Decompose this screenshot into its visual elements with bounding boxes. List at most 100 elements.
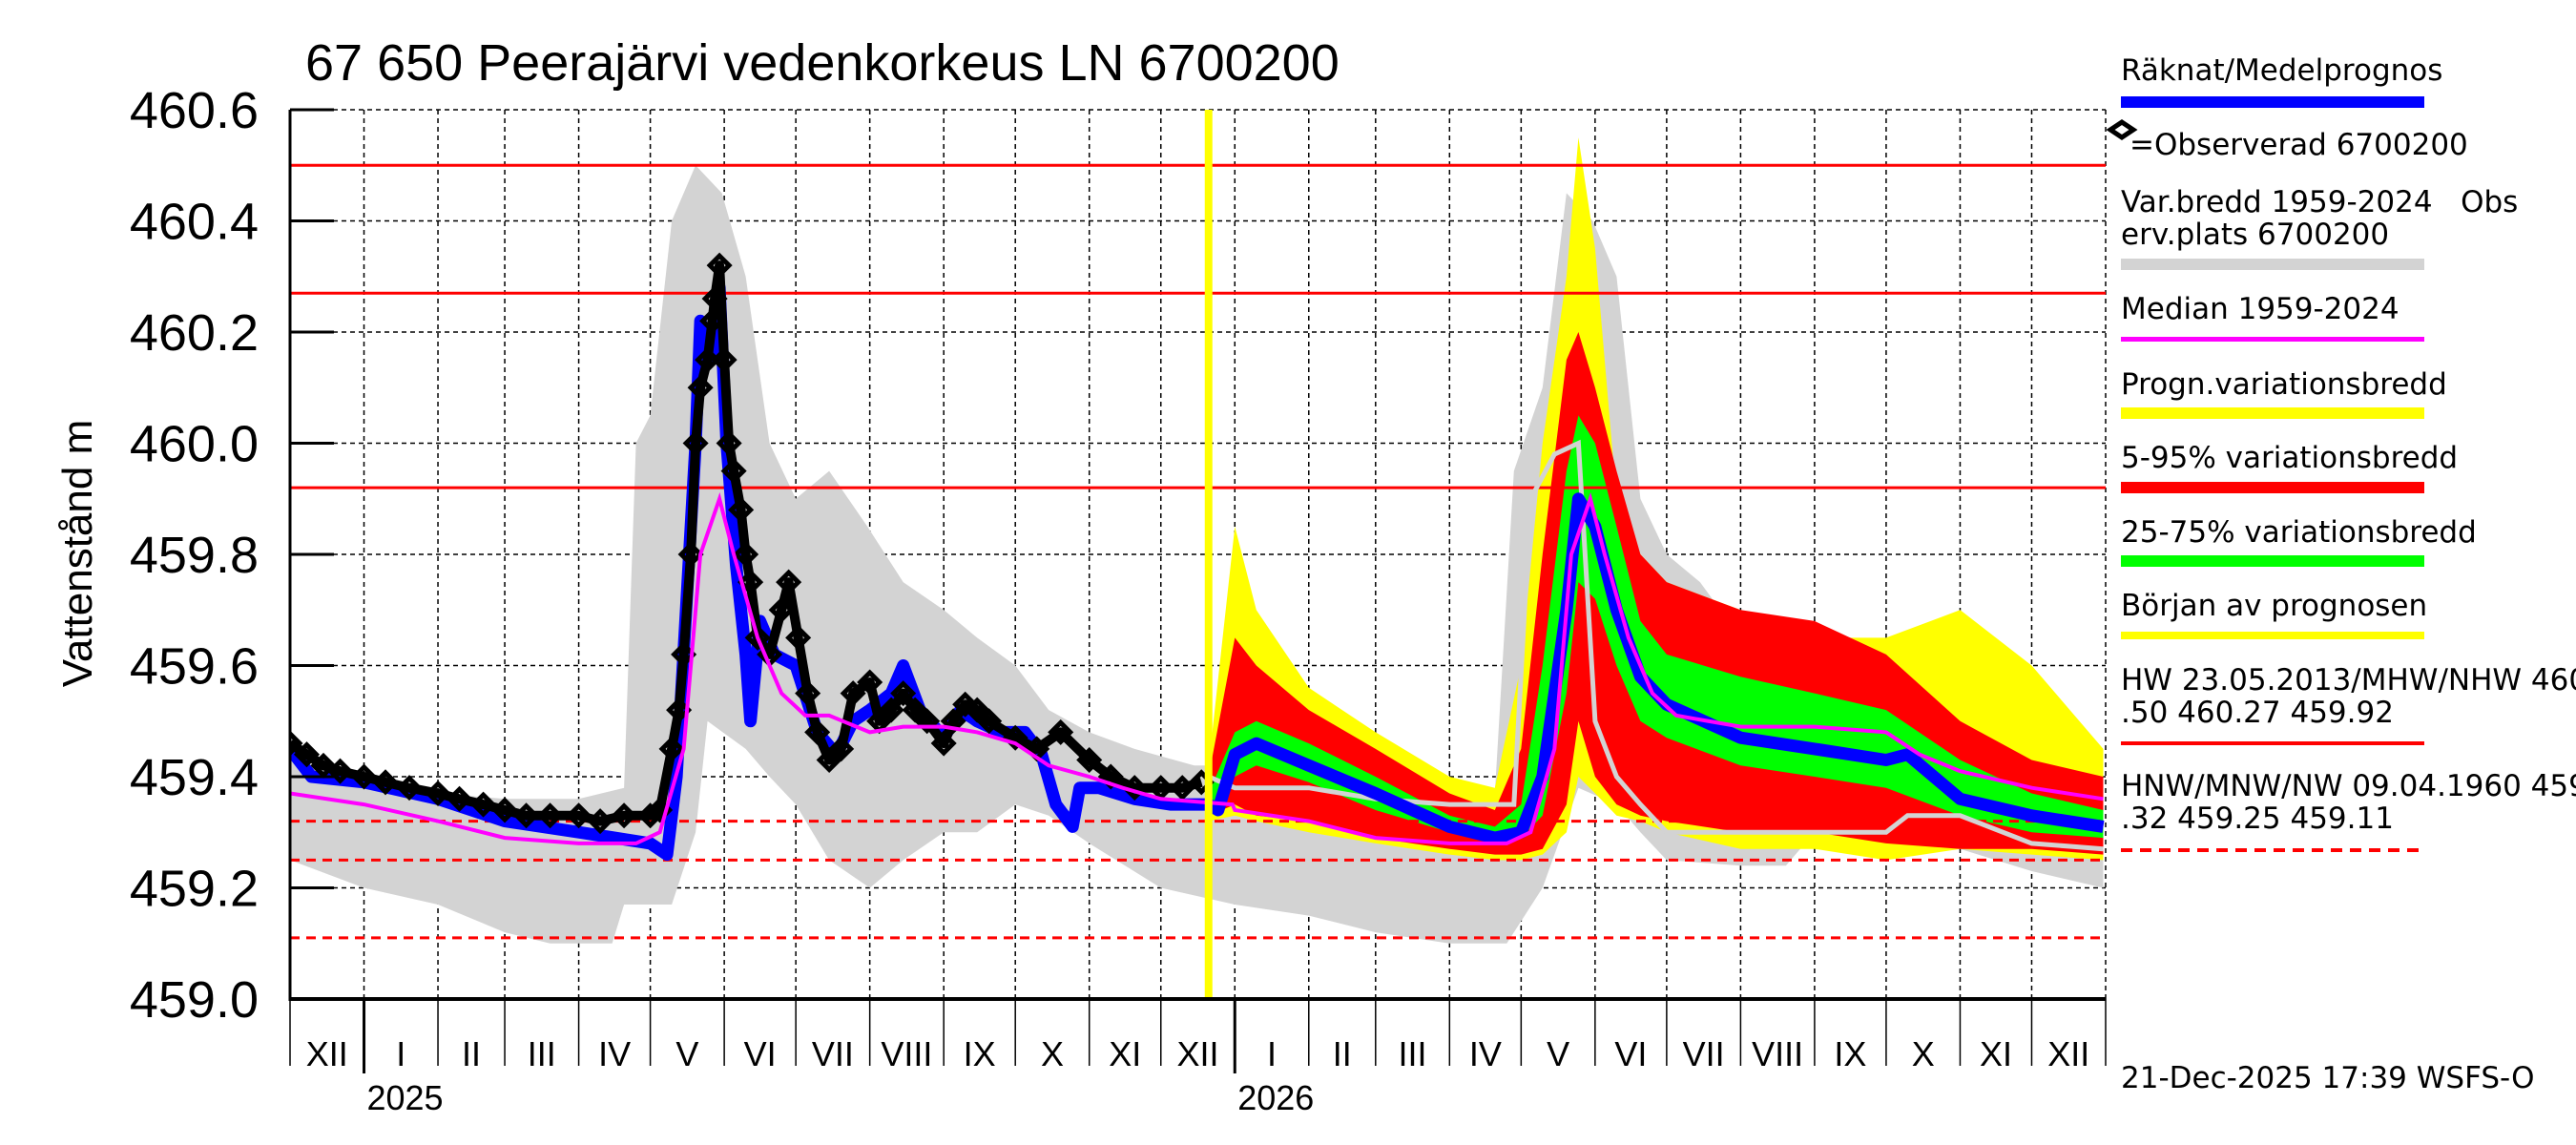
timestamp: 21-Dec-2025 17:39 WSFS-O (2121, 1061, 2535, 1095)
legend-hw-label-1: HW 23.05.2013/MHW/NHW 460 (2121, 663, 2576, 697)
y-tick-label: 460.6 (130, 82, 259, 139)
month-label: X (1041, 1034, 1064, 1073)
axes (288, 108, 2107, 1073)
observed-marker (350, 763, 378, 790)
legend-nw-label-1: HNW/MNW/NW 09.04.1960 459 (2121, 769, 2576, 803)
p25-75-band (1208, 415, 2104, 843)
observed-marker (396, 775, 423, 802)
month-label: X (1912, 1034, 1935, 1073)
year-label: 2025 (366, 1078, 443, 1117)
series-lines (290, 110, 2105, 999)
month-label: XI (1980, 1034, 2012, 1073)
year-label: 2026 (1237, 1078, 1314, 1117)
legend-p5-95-label: 5-95% variationsbredd (2121, 441, 2458, 475)
computed-line (290, 281, 2105, 862)
observed-marker (840, 680, 866, 707)
observed-marker (611, 802, 637, 829)
observed-marker (816, 746, 842, 774)
observed-marker (768, 596, 795, 623)
y-tick-label: 459.4 (130, 749, 259, 806)
legend-observed-diamond-icon (2106, 118, 2138, 141)
observed-marker (658, 736, 685, 762)
observed-marker (425, 780, 451, 807)
observed-marker (728, 496, 755, 523)
observed-marker (1169, 775, 1195, 802)
observed-marker (733, 541, 759, 568)
month-label: II (462, 1034, 481, 1073)
month-label: VIII (1752, 1034, 1803, 1073)
observed-marker (785, 624, 812, 651)
observed-marker (711, 346, 737, 373)
month-label: VI (744, 1034, 777, 1073)
y-tick-label: 459.2 (130, 861, 259, 918)
observed-marker (699, 307, 726, 334)
legend-median-swatch (2121, 337, 2424, 342)
observed-marker (878, 697, 904, 723)
y-tick-label: 459.0 (130, 971, 259, 1029)
observed-marker (737, 569, 764, 595)
y-tick-label: 459.6 (130, 638, 259, 696)
month-label: III (1399, 1034, 1427, 1073)
observed-marker (1121, 775, 1148, 802)
y-tick-label: 459.8 (130, 527, 259, 584)
observed-marker (293, 741, 321, 768)
legend-hw-label-2: .50 460.27 459.92 (2121, 696, 2394, 730)
month-label: IX (964, 1034, 996, 1073)
observed-marker (372, 769, 399, 796)
observed-marker (828, 736, 855, 762)
observed-marker (290, 730, 303, 757)
observed-marker (470, 791, 497, 818)
y-tick-labels: 459.0 459.2 459.4 459.6 459.8 460.0 460.2 460.4… (130, 82, 259, 1029)
observed-marker (964, 697, 990, 723)
bands (290, 137, 2104, 944)
observed-marker (513, 802, 540, 829)
observed-marker (326, 758, 354, 784)
observed-marker (1076, 746, 1103, 774)
month-label: XI (1109, 1034, 1141, 1073)
y-axis-label: Vattenstånd m (54, 420, 101, 687)
month-label: I (396, 1034, 405, 1073)
legend-forecast-start-label: Början av prognosen (2121, 589, 2427, 623)
month-label: IV (598, 1034, 631, 1073)
legend-forecast-range-swatch (2121, 407, 2424, 419)
month-label: V (1547, 1034, 1569, 1073)
month-label: XII (1176, 1034, 1218, 1073)
observed-marker (447, 785, 473, 812)
observed-marker (1048, 718, 1074, 745)
observed-marker (682, 429, 709, 457)
legend-median-label: Median 1959-2024 (2121, 292, 2399, 326)
observed-marker (637, 802, 664, 829)
legend-computed-swatch (2121, 96, 2424, 108)
observed-marker (902, 697, 928, 723)
month-label: VII (812, 1034, 854, 1073)
month-label: VIII (881, 1034, 932, 1073)
month-label: V (675, 1034, 698, 1073)
legend-p25-75-swatch (2121, 555, 2424, 567)
legend-observed-label: =Observerad 6700200 (2129, 128, 2468, 162)
median-line (290, 491, 2104, 845)
observed-marker (537, 802, 564, 829)
legend-historic-label-1: Var.bredd 1959-2024 Obs (2121, 185, 2518, 219)
observed-marker (857, 669, 883, 696)
reference-lines (290, 163, 2106, 940)
observed-marker (930, 730, 957, 757)
observed-marker (976, 708, 1003, 735)
observed-marker (720, 458, 747, 485)
month-label: III (528, 1034, 556, 1073)
month-label: IX (1834, 1034, 1866, 1073)
legend-forecast-start-swatch (2121, 632, 2424, 639)
legend-historic-swatch (2121, 259, 2424, 270)
y-tick-label: 460.2 (130, 304, 259, 362)
legend-computed-label: Räknat/Medelprognos (2121, 53, 2442, 88)
month-label: VI (1614, 1034, 1647, 1073)
legend-historic-label-2: erv.plats 6700200 (2121, 218, 2389, 252)
observed-marker (776, 569, 802, 595)
legend-nw-label-2: .32 459.25 459.11 (2121, 802, 2394, 836)
observed-marker (706, 252, 733, 279)
observed-marker (795, 680, 821, 707)
observed-marker (491, 797, 518, 823)
month-label: VII (1683, 1034, 1725, 1073)
observed-marker (701, 285, 728, 312)
month-label: XII (2047, 1034, 2089, 1073)
